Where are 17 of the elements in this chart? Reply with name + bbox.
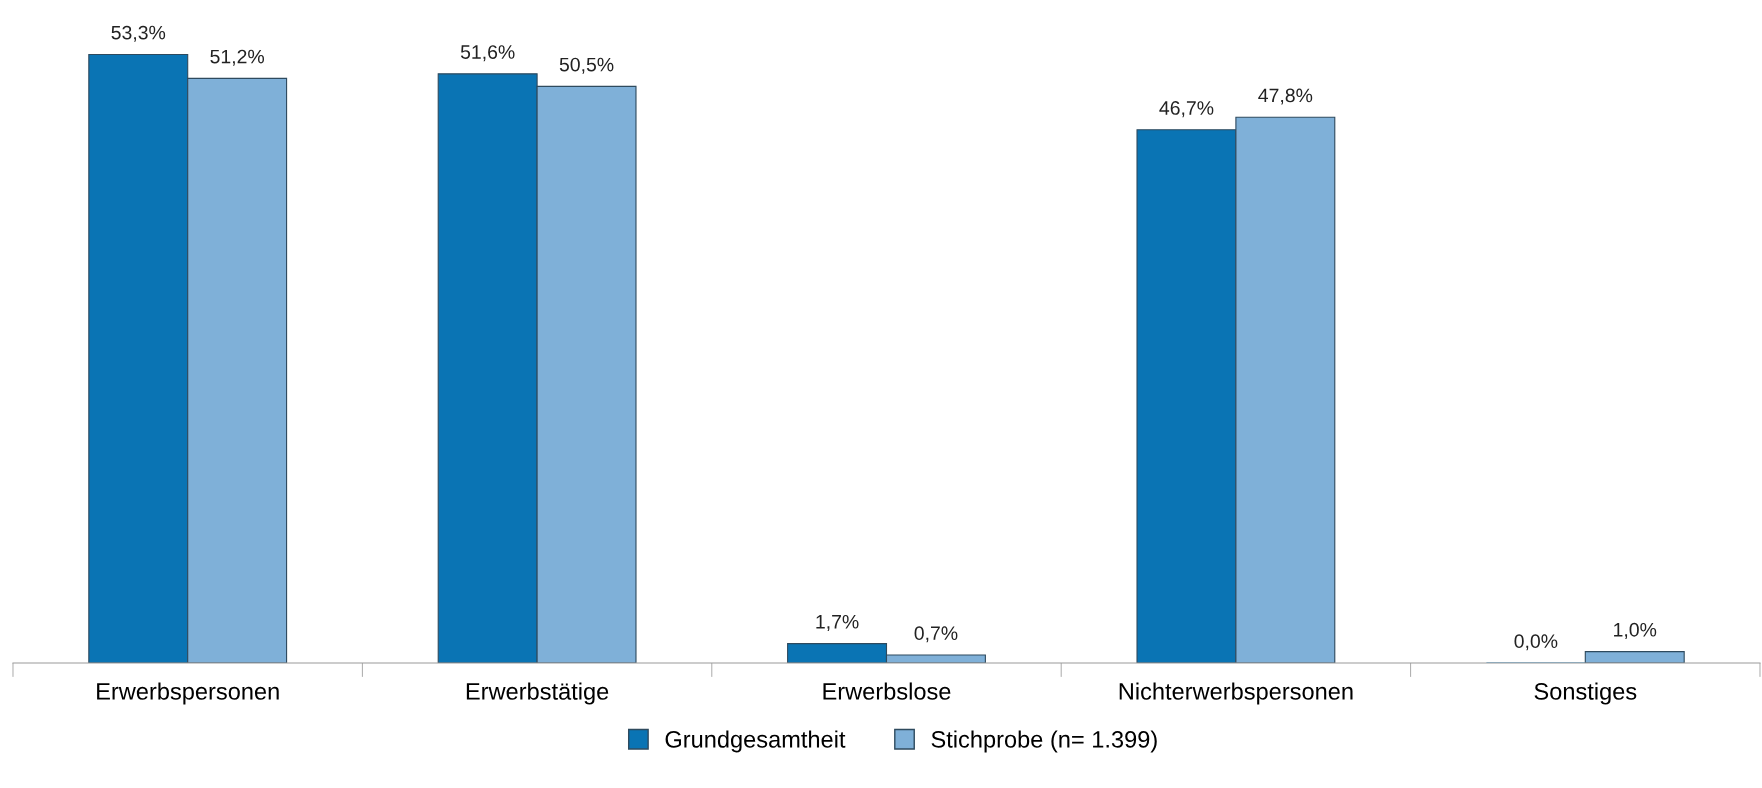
- x-tick-label: Nichterwerbspersonen: [1119, 682, 1353, 705]
- data-label: 47,8%: [1258, 88, 1313, 105]
- data-label: 50,5%: [559, 57, 614, 74]
- legend-label: Grundgesamtheit: [665, 730, 846, 753]
- x-tick-label: Erwerbspersonen: [97, 682, 279, 705]
- data-label: 1,0%: [1614, 622, 1657, 639]
- legend-label: Stichprobe (n= 1.399): [931, 730, 1157, 753]
- data-label: 1,7%: [816, 614, 859, 631]
- data-label: 0,7%: [914, 626, 958, 643]
- x-tick-label: Erwerbstätige: [466, 682, 609, 705]
- data-label: 0,0%: [1514, 634, 1558, 651]
- x-tick-label: Erwerbslose: [823, 682, 951, 700]
- data-label: 53,3%: [111, 25, 166, 42]
- data-label: 46,7%: [1159, 101, 1214, 118]
- data-label: 51,2%: [210, 49, 265, 66]
- data-label: 51,6%: [460, 45, 515, 62]
- x-tick-label: Sonstiges: [1534, 682, 1637, 705]
